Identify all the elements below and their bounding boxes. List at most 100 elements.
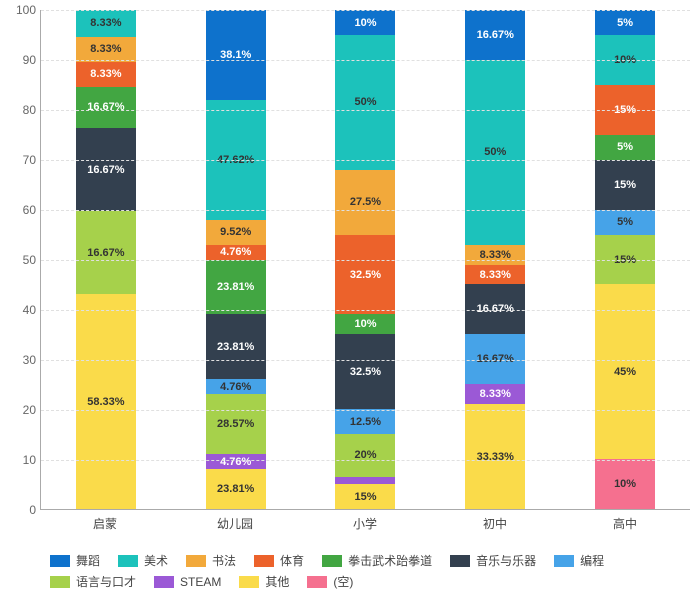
bar-segment: 27.5% (335, 170, 395, 235)
segment-label: 12.5% (350, 416, 381, 428)
legend: 舞蹈 美术 书法 体育 拳击武术跆拳道 音乐与乐器 编程语言与口才 STEAM 其他 (空) (40, 552, 690, 590)
legend-label: 舞蹈 (76, 552, 100, 569)
grid-line (41, 210, 690, 211)
x-tick-label: 初中 (465, 515, 525, 532)
legend-item[interactable]: 舞蹈 (50, 552, 100, 569)
y-tick-label: 100 (0, 3, 36, 17)
bar-segment: 23.81% (206, 469, 266, 509)
segment-label: 45% (614, 366, 636, 378)
bar-segment: 58.33% (76, 294, 136, 509)
legend-swatch (239, 576, 259, 588)
segment-label: 8.33% (480, 388, 511, 400)
y-tick-label: 50 (0, 253, 36, 267)
bar-segment: 32.5% (335, 235, 395, 315)
bar-segment: 5% (595, 10, 655, 35)
grid-line (41, 10, 690, 11)
bar-segment: 10% (335, 10, 395, 35)
legend-item[interactable]: 其他 (239, 573, 289, 590)
segment-label: 9.52% (220, 226, 251, 238)
bar-segment: 16.67% (465, 10, 525, 60)
bar-segment: 8.33% (76, 37, 136, 62)
segment-label: 16.67% (87, 101, 124, 113)
legend-label: 语言与口才 (76, 573, 136, 590)
legend-item[interactable]: 编程 (554, 552, 604, 569)
bar-segment: 4.76% (206, 245, 266, 260)
y-tick-label: 0 (0, 503, 36, 517)
segment-label: 4.76% (220, 381, 251, 393)
x-tick-label: 幼儿园 (205, 515, 265, 532)
bar-segment: 23.81% (206, 314, 266, 379)
segment-label: 16.67% (477, 29, 514, 41)
segment-label: 10% (354, 318, 376, 330)
segment-label: 4.76% (220, 456, 251, 468)
bar-segment: 10% (335, 314, 395, 334)
bar-segment: 50% (335, 35, 395, 170)
legend-item[interactable]: 音乐与乐器 (450, 552, 536, 569)
bar-segment: 50% (465, 60, 525, 245)
y-tick-label: 80 (0, 103, 36, 117)
y-tick-label: 20 (0, 403, 36, 417)
segment-label: 8.33% (90, 17, 121, 29)
legend-item[interactable]: STEAM (154, 573, 221, 590)
legend-swatch (322, 555, 342, 567)
bar-segment: 12.5% (335, 409, 395, 434)
legend-label: 体育 (280, 552, 304, 569)
legend-item[interactable]: 体育 (254, 552, 304, 569)
grid-line (41, 60, 690, 61)
chart-container: 58.33% 16.67% 16.67% 16.67% 8.33% 8.33% 8.33% 2… (0, 0, 700, 596)
legend-label: 音乐与乐器 (476, 552, 536, 569)
bar-segment (335, 477, 395, 484)
segment-label: 8.33% (90, 43, 121, 55)
bar-segment: 28.57% (206, 394, 266, 454)
bar-segment: 16.67% (76, 211, 136, 294)
legend-swatch (554, 555, 574, 567)
y-tick-label: 90 (0, 53, 36, 67)
segment-label: 16.67% (87, 164, 124, 176)
segment-label: 10% (614, 478, 636, 490)
legend-label: 美术 (144, 552, 168, 569)
legend-label: (空) (333, 573, 353, 590)
bar-segment: 5% (595, 135, 655, 160)
bar-segment: 38.1% (206, 10, 266, 100)
legend-swatch (118, 555, 138, 567)
segment-label: 10% (354, 17, 376, 29)
segment-label: 27.5% (350, 196, 381, 208)
segment-label: 5% (617, 17, 633, 29)
segment-label: 16.67% (87, 247, 124, 259)
legend-swatch (50, 576, 70, 588)
bar-segment: 8.33% (465, 245, 525, 265)
legend-label: 书法 (212, 552, 236, 569)
bar-segment: 16.67% (76, 87, 136, 129)
legend-item[interactable]: 拳击武术跆拳道 (322, 552, 432, 569)
bar-segment: 9.52% (206, 220, 266, 245)
bar-segment: 10% (595, 459, 655, 509)
legend-label: 拳击武术跆拳道 (348, 552, 432, 569)
bar-segment: 8.33% (76, 10, 136, 37)
legend-item[interactable]: (空) (307, 573, 353, 590)
legend-swatch (154, 576, 174, 588)
grid-line (41, 110, 690, 111)
legend-label: 其他 (265, 573, 289, 590)
x-tick-label: 高中 (595, 515, 655, 532)
legend-item[interactable]: 美术 (118, 552, 168, 569)
legend-item[interactable]: 语言与口才 (50, 573, 136, 590)
bar-segment: 5% (595, 210, 655, 235)
segment-label: 23.81% (217, 281, 254, 293)
bar-segment: 33.33% (465, 404, 525, 509)
legend-swatch (50, 555, 70, 567)
bar-segment: 23.81% (206, 260, 266, 315)
segment-label: 23.81% (217, 341, 254, 353)
bar-segment: 16.67% (76, 128, 136, 211)
segment-label: 50% (354, 96, 376, 108)
legend-item[interactable]: 书法 (186, 552, 236, 569)
legend-swatch (254, 555, 274, 567)
segment-label: 8.33% (480, 269, 511, 281)
x-axis-labels: 启蒙幼儿园小学初中高中 (40, 515, 690, 532)
segment-label: 15% (354, 491, 376, 503)
legend-label: STEAM (180, 575, 221, 589)
y-tick-label: 30 (0, 353, 36, 367)
legend-label: 编程 (580, 552, 604, 569)
segment-label: 32.5% (350, 269, 381, 281)
segment-label: 15% (614, 179, 636, 191)
segment-label: 58.33% (87, 396, 124, 408)
